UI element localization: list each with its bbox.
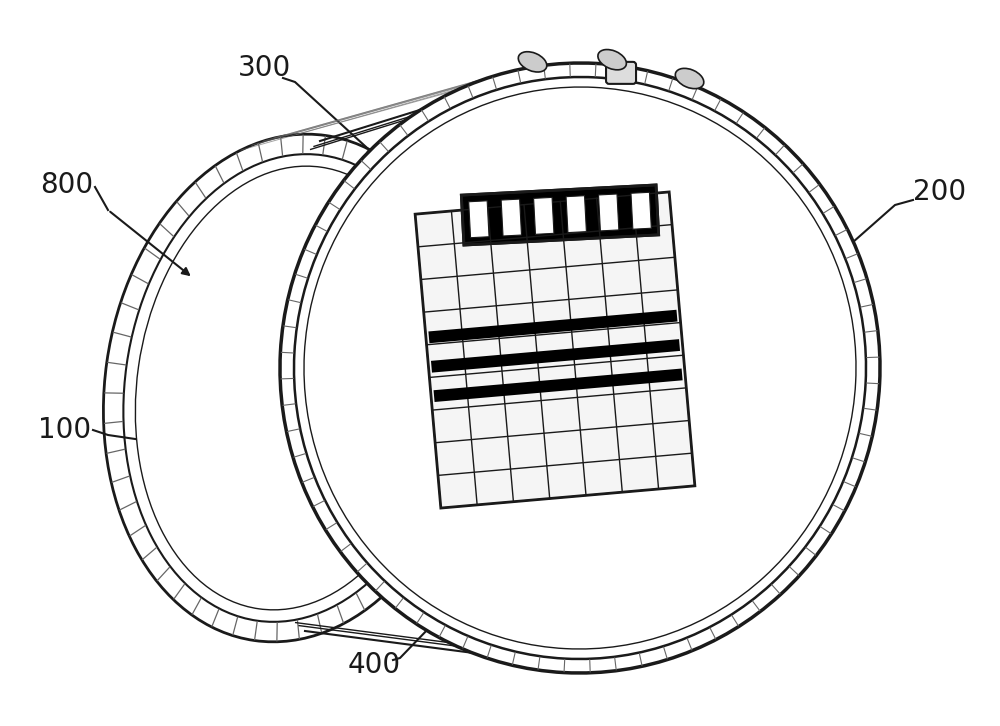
Text: 100: 100: [38, 416, 91, 444]
Text: 200: 200: [913, 178, 966, 206]
Ellipse shape: [598, 49, 626, 70]
Ellipse shape: [518, 52, 547, 72]
Ellipse shape: [123, 154, 457, 622]
Polygon shape: [428, 310, 677, 343]
Ellipse shape: [675, 68, 704, 89]
FancyBboxPatch shape: [606, 62, 636, 84]
Ellipse shape: [135, 166, 445, 610]
Polygon shape: [501, 199, 521, 236]
Polygon shape: [415, 192, 695, 508]
Ellipse shape: [280, 63, 880, 673]
Text: 800: 800: [40, 171, 93, 199]
Text: 400: 400: [348, 651, 401, 679]
Polygon shape: [469, 201, 489, 237]
Polygon shape: [631, 192, 651, 229]
Text: 300: 300: [238, 54, 291, 82]
Polygon shape: [534, 197, 554, 234]
Polygon shape: [434, 369, 683, 402]
Polygon shape: [566, 196, 586, 232]
Polygon shape: [431, 339, 680, 372]
Polygon shape: [599, 194, 619, 231]
Polygon shape: [461, 185, 659, 245]
Ellipse shape: [103, 134, 477, 642]
